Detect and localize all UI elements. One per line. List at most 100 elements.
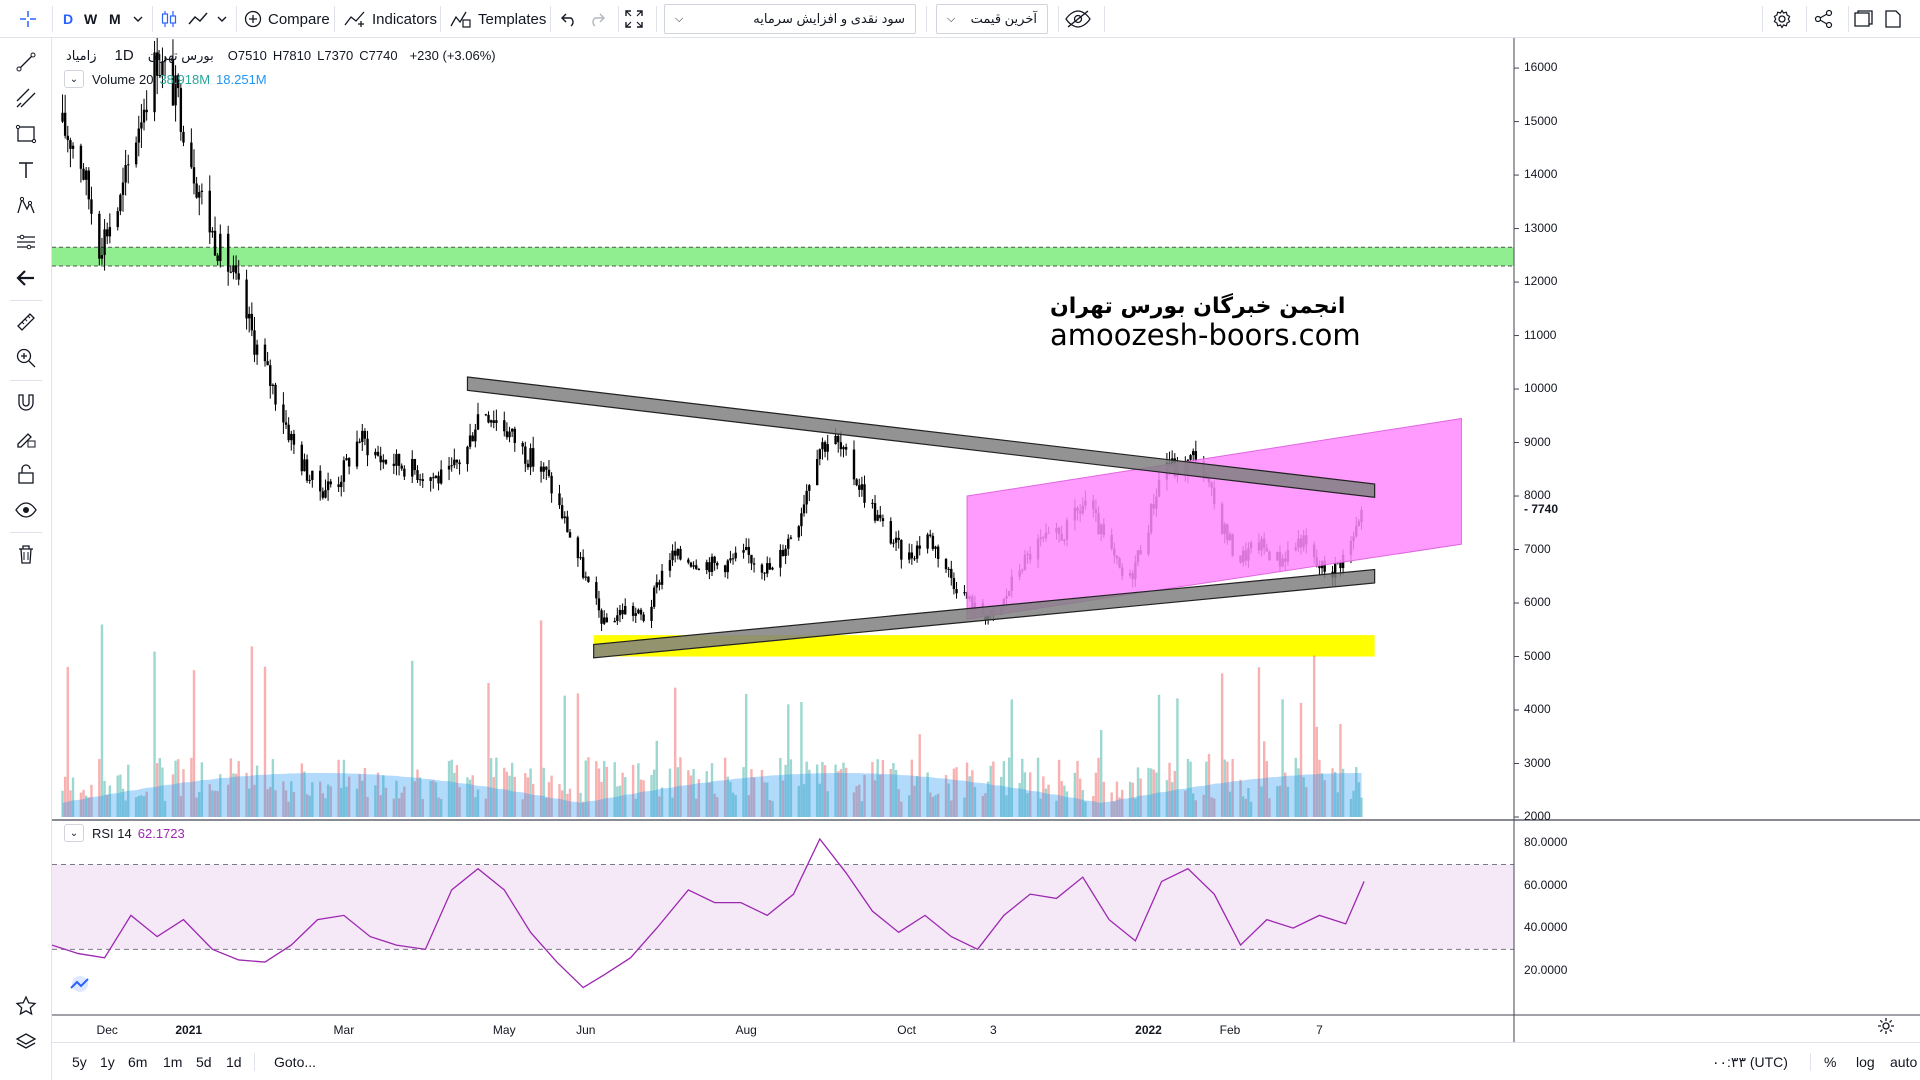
candle <box>474 423 477 448</box>
text-tool-icon[interactable] <box>12 156 40 184</box>
volume-bar <box>918 734 921 817</box>
candle <box>563 511 566 524</box>
candle <box>839 431 843 457</box>
settings-gear-icon[interactable] <box>1772 0 1792 38</box>
candle <box>69 137 72 168</box>
trendline-tool-icon[interactable] <box>12 48 40 76</box>
timezone-clock[interactable]: ۰۰:۳۳ (UTC) <box>1712 1053 1788 1070</box>
price-type-select[interactable]: آخرین قیمت ⌵ <box>936 4 1048 34</box>
trash-icon[interactable] <box>12 540 40 568</box>
undo-icon[interactable] <box>560 0 578 38</box>
hide-eye-icon[interactable] <box>1064 0 1092 38</box>
interval-d-button[interactable]: D <box>63 11 74 27</box>
candle <box>584 571 587 581</box>
snapshot-icon[interactable] <box>1852 0 1876 38</box>
layers-icon[interactable] <box>12 1028 40 1056</box>
prediction-tool-icon[interactable] <box>12 228 40 256</box>
volume-bar <box>468 779 472 817</box>
fullscreen-icon[interactable] <box>624 0 644 38</box>
compare-label: Compare <box>268 10 330 28</box>
share-icon[interactable] <box>1814 0 1834 38</box>
volume-bar <box>787 704 790 817</box>
back-arrow-icon[interactable] <box>12 264 40 292</box>
indicators-button[interactable]: Indicators <box>344 0 437 38</box>
volume-bar <box>1262 741 1266 817</box>
fib-tool-icon[interactable] <box>12 84 40 112</box>
range-1d-button[interactable]: 1d <box>226 1054 242 1070</box>
time-tick-label: 3 <box>990 1023 997 1037</box>
candle-body <box>466 446 469 465</box>
candle-body <box>631 605 635 616</box>
redo-icon[interactable] <box>588 0 606 38</box>
symbol-select[interactable]: سود نقدی و افزایش سرمایه ⌵ <box>664 4 916 34</box>
rectangle-tool-icon[interactable] <box>12 120 40 148</box>
pattern-tool-icon[interactable] <box>12 192 40 220</box>
crosshair-icon[interactable] <box>14 0 42 38</box>
goto-button[interactable]: Goto... <box>274 1054 317 1070</box>
candle <box>781 544 785 557</box>
volume-bar <box>750 769 753 817</box>
candle <box>568 528 572 538</box>
interval-dropdown-chevron-icon[interactable] <box>132 0 144 38</box>
volume-bar <box>342 759 346 817</box>
axis-settings-gear-icon[interactable] <box>1876 1016 1896 1036</box>
chevron-down-icon: ⌵ <box>947 12 956 25</box>
chart-canvas[interactable] <box>52 38 1920 1042</box>
candle-body <box>934 546 937 549</box>
volume-bar <box>660 787 664 817</box>
percent-scale-button[interactable]: % <box>1824 1054 1837 1070</box>
log-scale-button[interactable]: log <box>1856 1054 1875 1070</box>
candle <box>211 227 214 238</box>
eye-icon[interactable] <box>12 496 40 524</box>
rsi-collapse-chevron-icon[interactable]: ⌄ <box>64 824 84 842</box>
candle-body <box>432 477 435 479</box>
candle <box>531 436 535 472</box>
candle <box>760 563 764 580</box>
volume-bar <box>781 780 785 817</box>
candle-body <box>219 233 222 261</box>
volume-bar <box>1312 655 1316 817</box>
lock-drawing-pencil-icon[interactable] <box>12 424 40 452</box>
range-5y-button[interactable]: 5y <box>72 1054 87 1070</box>
candle <box>382 454 385 469</box>
candle-body <box>287 424 290 441</box>
auto-scale-button[interactable]: auto <box>1890 1054 1918 1070</box>
volume-bar <box>650 774 653 817</box>
ruler-icon[interactable] <box>12 308 40 336</box>
volume-bar <box>1057 759 1061 817</box>
volume-bar <box>308 795 311 817</box>
volume-bar <box>524 773 527 817</box>
candle-body <box>121 182 125 195</box>
volume-bar <box>760 769 764 817</box>
candle <box>106 222 109 245</box>
main-legend: زامیاد 1D بورس تهران O 7510 H 7810 L 7370 C… <box>66 47 496 64</box>
magnet-icon[interactable] <box>12 388 40 416</box>
line-chart-type-icon[interactable] <box>188 0 208 38</box>
volume-bar <box>1113 801 1116 817</box>
unlock-icon[interactable] <box>12 460 40 488</box>
templates-button[interactable]: Templates <box>450 0 546 38</box>
volume-bar <box>952 768 956 817</box>
interval-w-button[interactable]: W <box>84 11 98 27</box>
range-1m-button[interactable]: 1m <box>163 1054 183 1070</box>
range-1y-button[interactable]: 1y <box>100 1054 115 1070</box>
star-favorite-icon[interactable] <box>12 992 40 1020</box>
candle-body <box>505 431 509 438</box>
range-5d-button[interactable]: 5d <box>196 1054 212 1070</box>
candle-body <box>321 491 325 498</box>
compare-button[interactable]: Compare <box>244 0 330 38</box>
candle <box>823 440 827 458</box>
candle-body <box>634 613 637 616</box>
volume-collapse-chevron-icon[interactable]: ⌄ <box>64 70 84 88</box>
zoom-in-icon[interactable] <box>12 344 40 372</box>
range-6m-button[interactable]: 6m <box>128 1054 148 1070</box>
candles-chart-type-icon[interactable] <box>160 0 178 38</box>
candle-body <box>1194 451 1198 462</box>
candle-body <box>489 420 493 423</box>
chart-type-chevron-icon[interactable] <box>216 0 228 38</box>
candle <box>200 183 204 205</box>
candle-body <box>563 516 566 519</box>
tradingview-logo-icon[interactable] <box>66 972 94 994</box>
interval-m-button[interactable]: M <box>109 11 121 27</box>
document-icon[interactable] <box>1884 0 1902 38</box>
